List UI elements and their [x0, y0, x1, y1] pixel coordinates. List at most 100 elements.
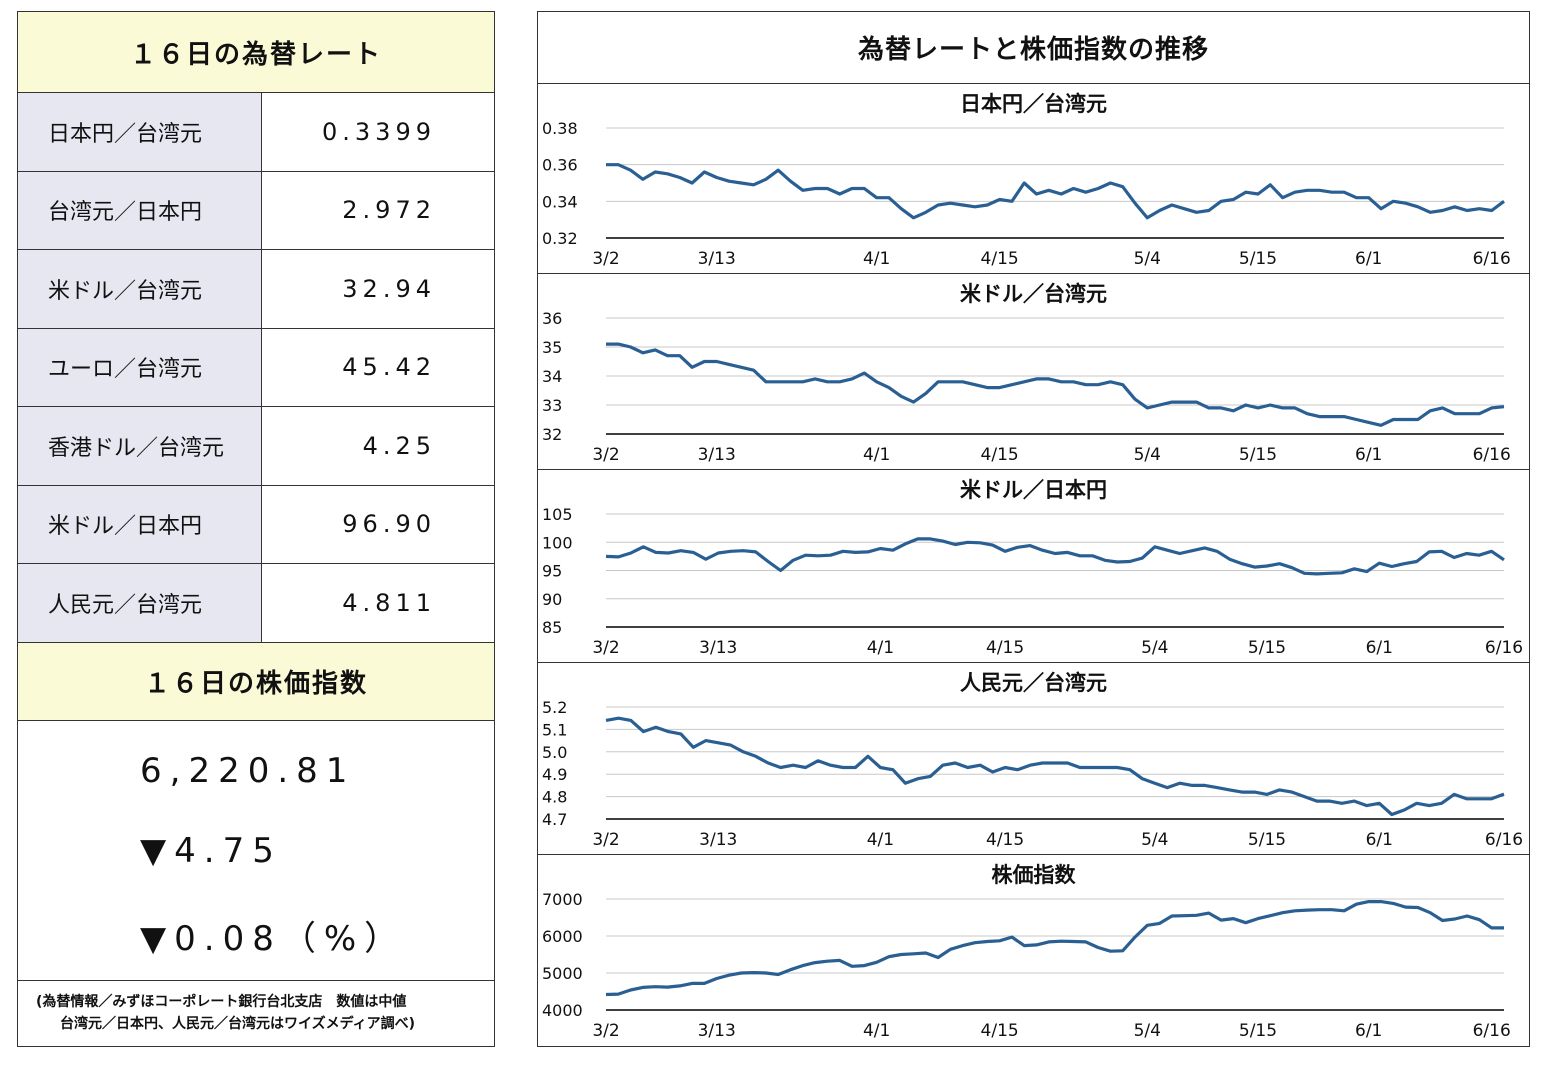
- stock-index-change: ▼4.75: [140, 830, 282, 871]
- rate-value: 32.94: [342, 274, 436, 303]
- y-tick-label: 7000: [542, 890, 583, 909]
- line-chart: 105 100 95 90 85 3/2 3/13 4/1 4/15 5/4 5/15 6/1 6/16: [542, 505, 1523, 658]
- x-tick-label: 6/1: [1366, 830, 1393, 850]
- series-line: [606, 342, 1505, 427]
- rate-label: 台湾元／日本円: [18, 171, 262, 249]
- x-tick-label: 5/4: [1134, 1021, 1161, 1041]
- x-tick-label: 3/2: [592, 830, 619, 850]
- x-tick-label: 5/4: [1134, 445, 1161, 465]
- stock-index-percent: ▼0.08（%）: [140, 918, 407, 959]
- x-tick-label: 6/1: [1355, 1021, 1382, 1041]
- rate-row: ユーロ／台湾元 45.42: [18, 328, 494, 407]
- y-tick-label: 0.36: [542, 156, 578, 175]
- x-tick-label: 5/15: [1248, 830, 1286, 850]
- series-line: [606, 163, 1505, 220]
- x-tick-label: 4/1: [863, 249, 890, 269]
- rate-value: 2.972: [342, 196, 436, 225]
- rate-row: 米ドル／台湾元 32.94: [18, 250, 494, 329]
- source-note-line2: 台湾元／日本円、人民元／台湾元はワイズメディア調べ): [60, 1015, 415, 1032]
- x-tick-label: 4/15: [981, 249, 1019, 269]
- rate-row: 香港ドル／台湾元 4.25: [18, 407, 494, 486]
- x-tick-label: 6/1: [1366, 638, 1393, 658]
- left-panel: １６日の為替レート 日本円／台湾元 0.3399 台湾元／日本円 2.972 米ドル／台…: [17, 11, 495, 1047]
- rate-value: 4.25: [362, 431, 436, 460]
- rate-label: 米ドル／日本円: [18, 485, 262, 563]
- x-tick-label: 3/2: [592, 445, 619, 465]
- x-tick-label: 6/1: [1355, 445, 1382, 465]
- chart-panel: 米ドル／日本円 105 100 95 90 85 3/2 3/13 4/1 4/15 5/4 5/15…: [538, 470, 1529, 663]
- x-tick-label: 3/13: [698, 445, 736, 465]
- fx-rate-title: １６日の為替レート: [18, 12, 494, 93]
- series-line: [605, 899, 1504, 997]
- y-tick-label: 33: [542, 396, 562, 415]
- rate-label: 日本円／台湾元: [18, 93, 262, 171]
- y-tick-label: 6000: [542, 927, 583, 946]
- chart-title: 米ドル／日本円: [960, 478, 1107, 502]
- y-tick-label: 0.32: [542, 229, 578, 248]
- x-tick-label: 4/15: [986, 638, 1024, 658]
- x-tick-label: 6/16: [1485, 830, 1523, 850]
- chart-title: 日本円／台湾元: [960, 92, 1107, 116]
- line-chart: 7000 6000 5000 4000 3/2 3/13 4/1 4/15 5/4 5/15 6/1…: [542, 890, 1511, 1041]
- stock-index-value: 6,220.81: [140, 750, 356, 791]
- line-chart: 0.38 0.36 0.34 0.32 3/2 3/13 4/1 4/15 5/4 5/15 6/1…: [542, 119, 1511, 269]
- x-tick-label: 3/2: [592, 249, 619, 269]
- x-tick-label: 4/1: [863, 1021, 890, 1041]
- y-tick-label: 95: [542, 562, 562, 581]
- chart-panel: 株価指数 7000 6000 5000 4000 3/2 3/13 4/1 4/15 5/4 5/1…: [538, 855, 1529, 1046]
- x-tick-label: 4/15: [981, 445, 1019, 465]
- x-tick-label: 5/4: [1141, 830, 1168, 850]
- chart-panel: 日本円／台湾元 0.38 0.36 0.34 0.32 3/2 3/13 4/1 4/15 5/4…: [538, 84, 1529, 274]
- chart-title: 米ドル／台湾元: [960, 282, 1107, 306]
- y-tick-label: 4.7: [542, 810, 567, 829]
- y-tick-label: 5.2: [542, 698, 567, 717]
- line-chart: 5.2 5.1 5.0 4.9 4.8 4.7 3/2 3/13 4/1 4/15 5/4 5/15 6…: [542, 698, 1523, 850]
- rate-value: 45.42: [342, 353, 436, 382]
- chart-title: 株価指数: [991, 863, 1076, 887]
- y-tick-label: 4.8: [542, 788, 567, 807]
- charts-title: 為替レートと株価指数の推移: [538, 12, 1529, 84]
- y-tick-label: 5.1: [542, 720, 567, 739]
- y-tick-label: 35: [542, 338, 562, 357]
- rate-label: 人民元／台湾元: [18, 564, 262, 642]
- rate-row: 台湾元／日本円 2.972: [18, 171, 494, 250]
- y-tick-label: 0.38: [542, 119, 578, 138]
- x-tick-label: 3/13: [698, 249, 736, 269]
- y-tick-label: 4000: [542, 1001, 583, 1020]
- x-tick-label: 3/13: [699, 830, 737, 850]
- x-tick-label: 3/13: [698, 1021, 736, 1041]
- y-tick-label: 0.34: [542, 192, 578, 211]
- y-tick-label: 90: [542, 590, 562, 609]
- chart-panel: 米ドル／台湾元 36 35 34 33 32 3/2 3/13 4/1 4/15 5/4 5/15 6/…: [538, 274, 1529, 470]
- y-tick-label: 4.9: [542, 765, 567, 784]
- source-note: (為替情報／みずほコーポレート銀行台北支店 数値は中値 台湾元／日本円、人民元／…: [18, 981, 494, 1035]
- x-tick-label: 5/15: [1248, 638, 1286, 658]
- x-tick-label: 4/15: [986, 830, 1024, 850]
- line-chart: 36 35 34 33 32 3/2 3/13 4/1 4/15 5/4 5/15 6/1 6/16: [542, 309, 1511, 465]
- series-line: [605, 537, 1505, 576]
- x-tick-label: 6/16: [1473, 1021, 1511, 1041]
- x-tick-label: 4/15: [981, 1021, 1019, 1041]
- rate-label: 米ドル／台湾元: [18, 250, 262, 328]
- stock-index-box: 6,220.81 ▼4.75 ▼0.08（%）: [18, 721, 494, 981]
- x-tick-label: 5/15: [1239, 249, 1277, 269]
- x-tick-label: 3/2: [592, 1021, 619, 1041]
- stock-index-title: １６日の株価指数: [18, 642, 494, 721]
- x-tick-label: 3/13: [699, 638, 737, 658]
- x-tick-label: 6/16: [1473, 249, 1511, 269]
- rate-row: 日本円／台湾元 0.3399: [18, 93, 494, 172]
- series-line: [605, 716, 1505, 817]
- chart-panel: 人民元／台湾元 5.2 5.1 5.0 4.9 4.8 4.7 3/2 3/13 4/1 4/15 5…: [538, 663, 1529, 855]
- rate-label: 香港ドル／台湾元: [18, 407, 262, 485]
- x-tick-label: 5/15: [1239, 445, 1277, 465]
- x-tick-label: 4/1: [867, 830, 894, 850]
- chart-title: 人民元／台湾元: [960, 671, 1107, 695]
- x-tick-label: 6/16: [1473, 445, 1511, 465]
- y-tick-label: 105: [542, 505, 573, 524]
- y-tick-label: 5.0: [542, 743, 567, 762]
- x-tick-label: 4/1: [867, 638, 894, 658]
- rate-value: 0.3399: [322, 117, 436, 146]
- rate-table: 日本円／台湾元 0.3399 台湾元／日本円 2.972 米ドル／台湾元 32.94 ユーロ…: [18, 93, 494, 643]
- rate-row: 米ドル／日本円 96.90: [18, 485, 494, 564]
- y-tick-label: 36: [542, 309, 562, 328]
